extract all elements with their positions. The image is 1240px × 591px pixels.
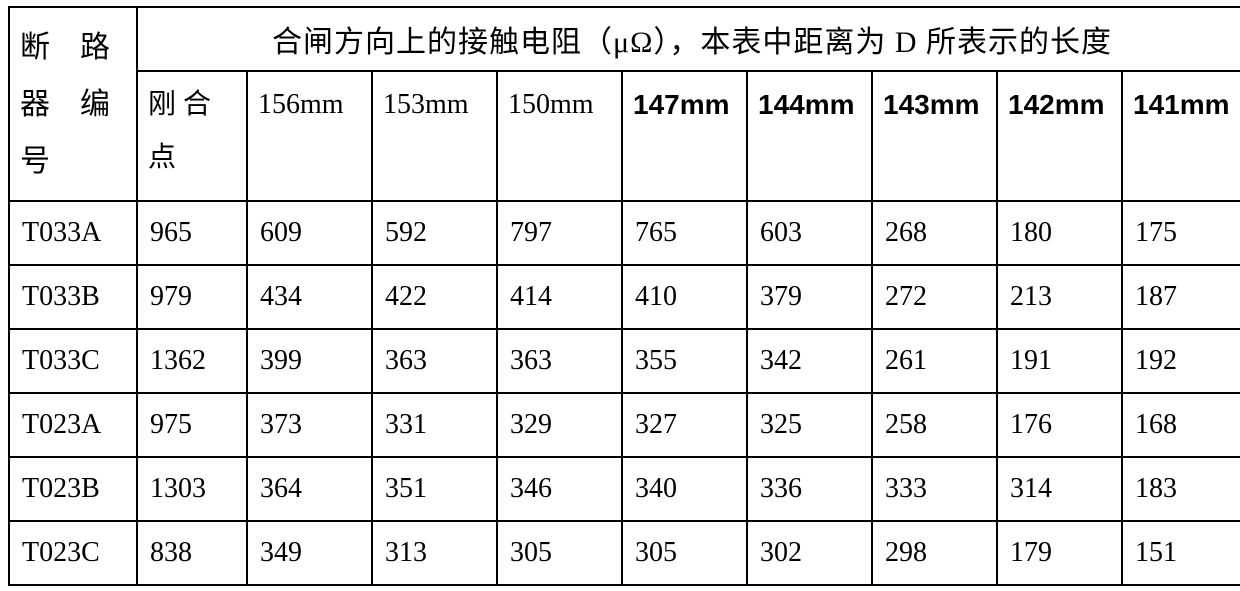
data-cell: 191 (997, 329, 1122, 393)
col-header: 144mm (747, 71, 872, 201)
data-cell: 979 (137, 265, 247, 329)
data-cell: 298 (872, 521, 997, 585)
data-cell: 379 (747, 265, 872, 329)
data-cell: 213 (997, 265, 1122, 329)
data-cell: 373 (247, 393, 372, 457)
left-header-l3: 号 (20, 145, 50, 178)
col-header: 153mm (372, 71, 497, 201)
data-cell: 268 (872, 201, 997, 265)
data-cell: 340 (622, 457, 747, 521)
row-label: T033B (9, 265, 137, 329)
data-cell: 349 (247, 521, 372, 585)
data-cell: 151 (1122, 521, 1240, 585)
data-cell: 329 (497, 393, 622, 457)
row-label: T033A (9, 201, 137, 265)
data-cell: 838 (137, 521, 247, 585)
data-cell: 261 (872, 329, 997, 393)
table-row: T033B979434422414410379272213187 (9, 265, 1240, 329)
top-header: 合闸方向上的接触电阻（μΩ），本表中距离为 D 所表示的长度 (137, 7, 1240, 71)
data-cell: 364 (247, 457, 372, 521)
data-cell: 168 (1122, 393, 1240, 457)
data-cell: 609 (247, 201, 372, 265)
table-row: T033C1362399363363355342261191192 (9, 329, 1240, 393)
data-cell: 414 (497, 265, 622, 329)
data-cell: 422 (372, 265, 497, 329)
data-cell: 410 (622, 265, 747, 329)
data-cell: 305 (622, 521, 747, 585)
col-header: 156mm (247, 71, 372, 201)
data-cell: 183 (1122, 457, 1240, 521)
row-label: T023B (9, 457, 137, 521)
col-header: 142mm (997, 71, 1122, 201)
data-cell: 1303 (137, 457, 247, 521)
left-header-l1: 断 路 (20, 31, 110, 64)
data-cell: 179 (997, 521, 1122, 585)
table-row: T023C838349313305305302298179151 (9, 521, 1240, 585)
data-cell: 305 (497, 521, 622, 585)
data-cell: 176 (997, 393, 1122, 457)
sub-header-row: 刚 合点156mm153mm150mm147mm144mm143mm142mm1… (9, 71, 1240, 201)
data-cell: 965 (137, 201, 247, 265)
data-cell: 187 (1122, 265, 1240, 329)
data-cell: 363 (372, 329, 497, 393)
col-header: 143mm (872, 71, 997, 201)
data-cell: 333 (872, 457, 997, 521)
left-header-l2: 器 编 (20, 88, 110, 121)
row-label: T023A (9, 393, 137, 457)
table-row: T023B1303364351346340336333314183 (9, 457, 1240, 521)
data-cell: 258 (872, 393, 997, 457)
row-header-label: 断 路 器 编 号 (9, 7, 137, 201)
col-header: 147mm (622, 71, 747, 201)
data-cell: 180 (997, 201, 1122, 265)
data-cell: 603 (747, 201, 872, 265)
data-cell: 1362 (137, 329, 247, 393)
data-cell: 325 (747, 393, 872, 457)
data-cell: 314 (997, 457, 1122, 521)
resistance-table: 断 路 器 编 号 合闸方向上的接触电阻（μΩ），本表中距离为 D 所表示的长度… (8, 6, 1240, 586)
data-cell: 313 (372, 521, 497, 585)
data-cell: 975 (137, 393, 247, 457)
data-cell: 797 (497, 201, 622, 265)
data-cell: 327 (622, 393, 747, 457)
data-cell: 351 (372, 457, 497, 521)
data-cell: 342 (747, 329, 872, 393)
col-header: 刚 合点 (137, 71, 247, 201)
data-cell: 346 (497, 457, 622, 521)
row-label: T033C (9, 329, 137, 393)
data-cell: 355 (622, 329, 747, 393)
data-cell: 434 (247, 265, 372, 329)
data-cell: 302 (747, 521, 872, 585)
data-cell: 175 (1122, 201, 1240, 265)
data-cell: 272 (872, 265, 997, 329)
data-cell: 336 (747, 457, 872, 521)
data-cell: 399 (247, 329, 372, 393)
data-cell: 765 (622, 201, 747, 265)
col-header: 150mm (497, 71, 622, 201)
col-header: 141mm (1122, 71, 1240, 201)
table-row: T023A975373331329327325258176168 (9, 393, 1240, 457)
table-row: T033A965609592797765603268180175 (9, 201, 1240, 265)
data-cell: 192 (1122, 329, 1240, 393)
table-body: T033A965609592797765603268180175T033B979… (9, 201, 1240, 585)
row-label: T023C (9, 521, 137, 585)
data-cell: 592 (372, 201, 497, 265)
data-cell: 363 (497, 329, 622, 393)
data-cell: 331 (372, 393, 497, 457)
